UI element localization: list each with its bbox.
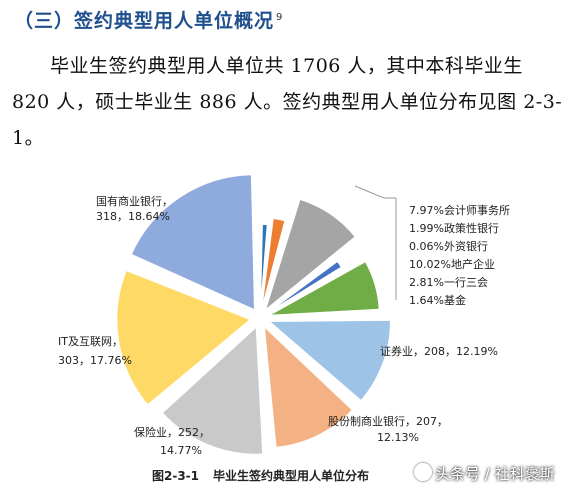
pie-slice-10 <box>130 174 255 311</box>
pie-slice-2 <box>264 198 356 312</box>
leader-line-small <box>354 185 396 199</box>
label-small-4: 10.02%地产企业 <box>409 257 495 271</box>
footnote-marker: 9 <box>276 11 284 23</box>
pie-slice-7 <box>263 325 353 448</box>
toutiao-logo-icon <box>414 463 432 481</box>
watermark: 头条号 / 社科褒斯 <box>414 463 555 484</box>
pie-slice-4 <box>267 260 342 313</box>
label-small-3: 0.06%外资银行 <box>409 239 488 253</box>
label-it-line2: 303，17.76% <box>58 354 132 367</box>
pie-slice-9 <box>116 269 252 406</box>
label-zhengquan: 证券业，208，12.19% <box>380 344 498 358</box>
figure-title: 毕业生签约典型用人单位分布 <box>213 469 370 483</box>
label-gufen-line2: 12.13% <box>377 431 419 444</box>
body-paragraph: 毕业生签约典型用人单位共 1706 人，其中本科毕业生 820 人，硕士毕业生 … <box>12 48 564 156</box>
pie-slice-6 <box>268 319 391 402</box>
pie-slice-0 <box>260 223 268 309</box>
pie-chart: 国有商业银行， 318，18.64% IT及互联网， 303，17.76% 保险… <box>58 174 510 457</box>
label-it-line1: IT及互联网， <box>58 335 123 348</box>
label-small-2: 1.99%政策性银行 <box>409 221 499 235</box>
label-guoyou-line1: 国有商业银行， <box>96 194 173 208</box>
figure-caption: 图2-3-1 毕业生签约典型用人单位分布 <box>152 467 369 484</box>
label-small-5: 2.81%一行三会 <box>409 276 488 289</box>
pie-slice-5 <box>269 260 380 316</box>
watermark-text: 头条号 / 社科褒斯 <box>435 465 555 483</box>
section-heading: （三）签约典型用人单位概况 9 <box>14 6 283 33</box>
label-baoxian-line2: 14.77% <box>160 444 202 457</box>
label-small-1: 7.97%会计师事务所 <box>409 204 510 217</box>
body-paragraph-text: 毕业生签约典型用人单位共 1706 人，其中本科毕业生 820 人，硕士毕业生 … <box>12 55 563 149</box>
pie-slice-8 <box>161 326 264 455</box>
figure-number: 图2-3-1 <box>152 469 200 483</box>
label-baoxian-line1: 保险业，252， <box>134 425 210 439</box>
section-heading-text: （三）签约典型用人单位概况 <box>14 10 275 32</box>
pie-slice-1 <box>261 217 286 309</box>
pie-slices <box>116 174 391 455</box>
label-gufen-line1: 股份制商业银行，207， <box>328 414 448 428</box>
label-small-6: 1.64%基金 <box>409 293 466 307</box>
label-guoyou-line2: 318，18.64% <box>96 210 170 223</box>
